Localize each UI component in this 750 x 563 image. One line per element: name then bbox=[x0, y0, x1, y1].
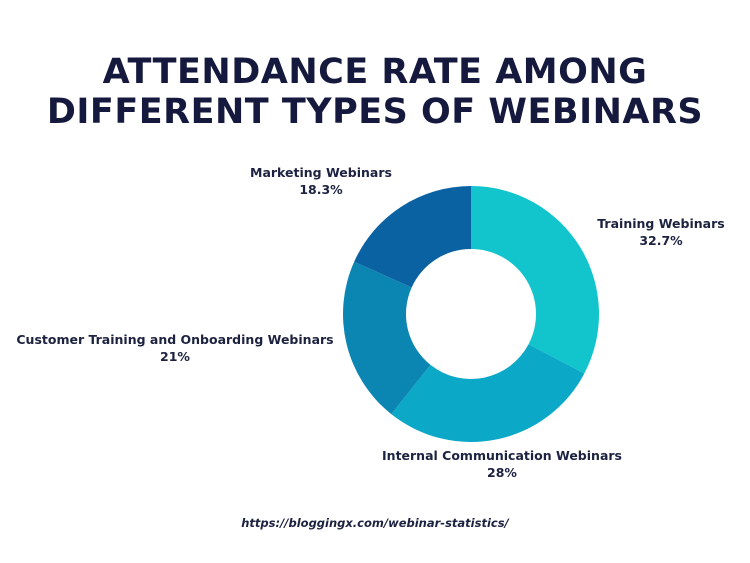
label-value-customer-training-and-onboarding-webinars: 21% bbox=[160, 349, 190, 364]
label-name-customer-training-and-onboarding-webinars: Customer Training and Onboarding Webinar… bbox=[16, 332, 333, 347]
slice-customer-training-and-onboarding-webinars bbox=[343, 261, 431, 415]
label-value-internal-communication-webinars: 28% bbox=[487, 465, 517, 480]
label-value-training-webinars: 32.7% bbox=[639, 233, 683, 248]
label-name-training-webinars: Training Webinars bbox=[597, 216, 724, 231]
slice-labels: Training Webinars 32.7% Internal Communica… bbox=[16, 165, 724, 480]
label-value-marketing-webinars: 18.3% bbox=[299, 182, 343, 197]
label-name-internal-communication-webinars: Internal Communication Webinars bbox=[382, 448, 622, 463]
label-name-marketing-webinars: Marketing Webinars bbox=[250, 165, 392, 180]
slice-internal-communication-webinars bbox=[391, 344, 585, 442]
chart-title-line-1: ATTENDANCE RATE AMONG bbox=[102, 52, 648, 92]
source-url[interactable]: https://bloggingx.com/webinar-statistics… bbox=[241, 516, 509, 530]
chart-title: ATTENDANCE RATE AMONG DIFFERENT TYPES OF… bbox=[0, 52, 750, 132]
donut-slices bbox=[343, 186, 600, 442]
chart-title-line-2: DIFFERENT TYPES OF WEBINARS bbox=[46, 92, 704, 132]
slice-marketing-webinars bbox=[354, 186, 471, 288]
slice-training-webinars bbox=[471, 186, 600, 374]
